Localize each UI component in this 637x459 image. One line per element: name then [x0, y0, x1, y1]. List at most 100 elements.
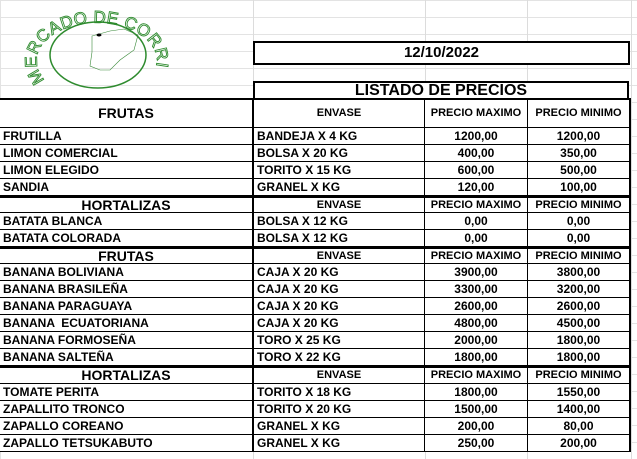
- table-row: ZAPALLITO TRONCO TORITO X 20 KG 1500,00 140…: [0, 401, 631, 418]
- precio-maximo-header: PRECIO MAXIMO: [425, 100, 528, 127]
- precio-minimo-header: PRECIO MINIMO: [528, 368, 631, 383]
- product-cell[interactable]: BANANA BRASILEÑA: [0, 281, 254, 297]
- precio-maximo-cell[interactable]: 0,00: [425, 213, 528, 229]
- table-row: BANANA ECUATORIANA CAJA X 20 KG 4800,00 450…: [0, 315, 631, 332]
- precio-maximo-cell[interactable]: 4800,00: [425, 315, 528, 331]
- envase-cell[interactable]: BOLSA X 12 KG: [254, 230, 425, 246]
- envase-cell[interactable]: BOLSA X 12 KG: [254, 213, 425, 229]
- envase-cell[interactable]: BOLSA X 20 KG: [254, 145, 425, 161]
- product-cell[interactable]: BANANA FORMOSEÑA: [0, 332, 254, 348]
- envase-cell[interactable]: CAJA X 20 KG: [254, 281, 425, 297]
- precio-minimo-cell[interactable]: 500,00: [528, 162, 631, 178]
- precio-minimo-cell[interactable]: 2600,00: [528, 298, 631, 314]
- product-cell[interactable]: BANANA BOLIVIANA: [0, 264, 254, 280]
- precio-maximo-header: PRECIO MAXIMO: [425, 249, 528, 263]
- product-cell[interactable]: FRUTILLA: [0, 128, 254, 144]
- section-header: HORTALIZAS ENVASE PRECIO MAXIMO PRECIO MINI…: [0, 196, 631, 213]
- product-cell[interactable]: BANANA PARAGUAYA: [0, 298, 254, 314]
- envase-cell[interactable]: GRANEL X KG: [254, 179, 425, 195]
- section-header: FRUTAS ENVASE PRECIO MAXIMO PRECIO MINIMO: [0, 247, 631, 264]
- precio-minimo-cell[interactable]: 1400,00: [528, 401, 631, 417]
- product-cell[interactable]: BANANA ECUATORIANA: [0, 315, 254, 331]
- table-row: BATATA COLORADA BOLSA X 12 KG 0,00 0,00: [0, 230, 631, 247]
- section-header: FRUTAS ENVASE PRECIO MAXIMO PRECIO MINIMO: [0, 98, 631, 128]
- section-header: HORTALIZAS ENVASE PRECIO MAXIMO PRECIO MINI…: [0, 366, 631, 384]
- product-cell[interactable]: ZAPALLITO TRONCO: [0, 401, 254, 417]
- table-row: BANANA BRASILEÑA CAJA X 20 KG 3300,00 3200,…: [0, 281, 631, 298]
- precio-minimo-cell[interactable]: 0,00: [528, 213, 631, 229]
- precio-maximo-cell[interactable]: 200,00: [425, 418, 528, 434]
- table-row: ZAPALLO TETSUKABUTO GRANEL X KG 250,00 200,…: [0, 435, 631, 452]
- product-cell[interactable]: LIMON COMERCIAL: [0, 145, 254, 161]
- section-title: HORTALIZAS: [0, 368, 254, 383]
- product-cell[interactable]: BATATA COLORADA: [0, 230, 254, 246]
- precio-maximo-cell[interactable]: 2600,00: [425, 298, 528, 314]
- envase-cell[interactable]: GRANEL X KG: [254, 435, 425, 451]
- product-cell[interactable]: LIMON ELEGIDO: [0, 162, 254, 178]
- table-row: BANANA PARAGUAYA CAJA X 20 KG 2600,00 2600,…: [0, 298, 631, 315]
- precio-maximo-cell[interactable]: 1800,00: [425, 384, 528, 400]
- envase-cell[interactable]: TORITO X 20 KG: [254, 401, 425, 417]
- precio-minimo-cell[interactable]: 1550,00: [528, 384, 631, 400]
- precio-minimo-header: PRECIO MINIMO: [528, 198, 631, 212]
- envase-cell[interactable]: GRANEL X KG: [254, 418, 425, 434]
- precio-minimo-cell[interactable]: 200,00: [528, 435, 631, 451]
- table-row: LIMON ELEGIDO TORITO X 15 KG 600,00 500,00: [0, 162, 631, 179]
- precio-minimo-cell[interactable]: 3200,00: [528, 281, 631, 297]
- table-row: BANANA SALTEÑA TORO X 22 KG 1800,00 1800,00: [0, 349, 631, 366]
- product-cell[interactable]: TOMATE PERITA: [0, 384, 254, 400]
- precio-minimo-cell[interactable]: 3800,00: [528, 264, 631, 280]
- envase-cell[interactable]: TORO X 25 KG: [254, 332, 425, 348]
- envase-header: ENVASE: [254, 198, 425, 212]
- envase-header: ENVASE: [254, 368, 425, 383]
- price-table: FRUTAS ENVASE PRECIO MAXIMO PRECIO MINIMO FR…: [0, 98, 631, 452]
- precio-minimo-cell[interactable]: 1200,00: [528, 128, 631, 144]
- product-cell[interactable]: ZAPALLO COREANO: [0, 418, 254, 434]
- precio-maximo-header: PRECIO MAXIMO: [425, 198, 528, 212]
- envase-cell[interactable]: TORITO X 15 KG: [254, 162, 425, 178]
- table-row: BANANA BOLIVIANA CAJA X 20 KG 3900,00 3800,…: [0, 264, 631, 281]
- precio-minimo-cell[interactable]: 350,00: [528, 145, 631, 161]
- precio-maximo-header: PRECIO MAXIMO: [425, 368, 528, 383]
- precio-minimo-header: PRECIO MINIMO: [528, 249, 631, 263]
- product-cell[interactable]: BATATA BLANCA: [0, 213, 254, 229]
- envase-cell[interactable]: CAJA X 20 KG: [254, 315, 425, 331]
- product-cell[interactable]: BANANA SALTEÑA: [0, 349, 254, 365]
- envase-cell[interactable]: BANDEJA X 4 KG: [254, 128, 425, 144]
- product-cell[interactable]: SANDIA: [0, 179, 254, 195]
- precio-minimo-header: PRECIO MINIMO: [528, 100, 631, 127]
- precio-maximo-cell[interactable]: 120,00: [425, 179, 528, 195]
- precio-maximo-cell[interactable]: 1500,00: [425, 401, 528, 417]
- precio-minimo-cell[interactable]: 0,00: [528, 230, 631, 246]
- precio-minimo-cell[interactable]: 100,00: [528, 179, 631, 195]
- precio-minimo-cell[interactable]: 1800,00: [528, 332, 631, 348]
- envase-cell[interactable]: CAJA X 20 KG: [254, 298, 425, 314]
- precio-minimo-cell[interactable]: 4500,00: [528, 315, 631, 331]
- price-list-title: LISTADO DE PRECIOS: [253, 81, 629, 99]
- precio-maximo-cell[interactable]: 3300,00: [425, 281, 528, 297]
- table-row: FRUTILLA BANDEJA X 4 KG 1200,00 1200,00: [0, 128, 631, 145]
- precio-maximo-cell[interactable]: 0,00: [425, 230, 528, 246]
- envase-cell[interactable]: TORO X 22 KG: [254, 349, 425, 365]
- precio-maximo-cell[interactable]: 1200,00: [425, 128, 528, 144]
- product-cell[interactable]: ZAPALLO TETSUKABUTO: [0, 435, 254, 451]
- precio-minimo-cell[interactable]: 80,00: [528, 418, 631, 434]
- precio-maximo-cell[interactable]: 400,00: [425, 145, 528, 161]
- table-row: BANANA FORMOSEÑA TORO X 25 KG 2000,00 1800,…: [0, 332, 631, 349]
- svg-text:MERCADO DE CORRIENTES: MERCADO DE CORRIENTES: [20, 0, 170, 88]
- section-title: HORTALIZAS: [0, 198, 254, 212]
- envase-cell[interactable]: TORITO X 18 KG: [254, 384, 425, 400]
- section-title: FRUTAS: [0, 100, 254, 127]
- precio-maximo-cell[interactable]: 1800,00: [425, 349, 528, 365]
- precio-maximo-cell[interactable]: 600,00: [425, 162, 528, 178]
- table-row: SANDIA GRANEL X KG 120,00 100,00: [0, 179, 631, 196]
- table-row: TOMATE PERITA TORITO X 18 KG 1800,00 1550,0…: [0, 384, 631, 401]
- section-title: FRUTAS: [0, 249, 254, 263]
- precio-maximo-cell[interactable]: 3900,00: [425, 264, 528, 280]
- precio-maximo-cell[interactable]: 2000,00: [425, 332, 528, 348]
- envase-cell[interactable]: CAJA X 20 KG: [254, 264, 425, 280]
- table-row: LIMON COMERCIAL BOLSA X 20 KG 400,00 350,00: [0, 145, 631, 162]
- table-row: ZAPALLO COREANO GRANEL X KG 200,00 80,00: [0, 418, 631, 435]
- precio-maximo-cell[interactable]: 250,00: [425, 435, 528, 451]
- precio-minimo-cell[interactable]: 1800,00: [528, 349, 631, 365]
